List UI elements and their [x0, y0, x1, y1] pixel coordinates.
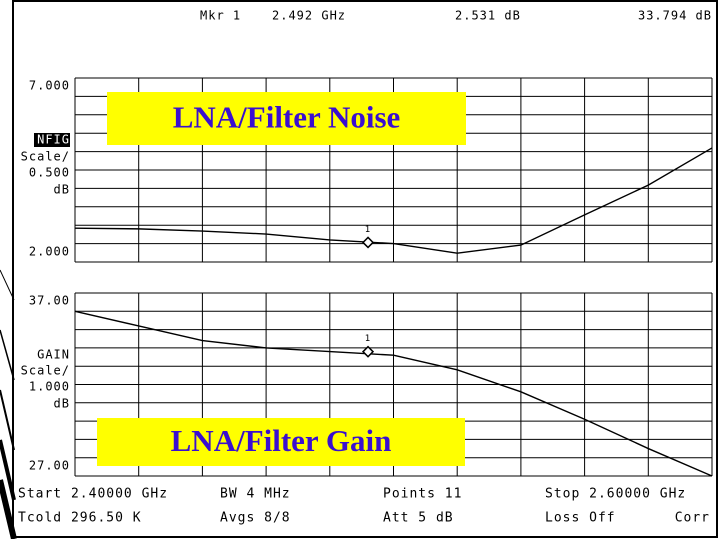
chart-title: LNA/Filter Noise: [173, 100, 401, 135]
status-text: Att 5 dB: [383, 511, 454, 526]
status-text: BW 4 MHz: [220, 487, 291, 502]
marker-number: 1: [365, 225, 371, 235]
y-label: dB: [54, 397, 70, 411]
decoration: [0, 269, 17, 539]
trace: [74, 310, 713, 477]
label-highlight: [34, 133, 70, 147]
status-text: Points 11: [383, 487, 462, 502]
y-tick-label: 27.00: [29, 459, 70, 473]
marker-label: Mkr 1: [200, 9, 241, 23]
y-label: dB: [54, 183, 70, 197]
title-box: [107, 92, 466, 145]
trace: [74, 147, 713, 254]
status-text: Stop 2.60000 GHz: [545, 487, 686, 502]
y-tick-label: 37.00: [29, 294, 70, 308]
y-label: 1.000: [29, 380, 70, 394]
y-label: NFIG: [37, 133, 70, 147]
status-text: Start 2.40000 GHz: [18, 487, 168, 502]
marker: [361, 236, 375, 249]
y-label: GAIN: [37, 348, 70, 362]
marker-gain: 33.794 dB: [638, 9, 712, 23]
y-tick-label: 2.000: [29, 245, 70, 259]
y-tick-label: 7.000: [29, 79, 70, 93]
marker-noise: 2.531 dB: [455, 9, 521, 23]
status-text: Tcold 296.50 K: [18, 511, 142, 526]
y-label: Scale/: [21, 364, 70, 378]
marker-number: 1: [365, 334, 371, 344]
y-label: 0.500: [29, 166, 70, 180]
status-text: Corr: [675, 511, 710, 526]
frame: [12, 0, 718, 538]
chart-title: LNA/Filter Gain: [171, 423, 392, 458]
status-text: Avgs 8/8: [220, 511, 291, 526]
y-label: Scale/: [21, 150, 70, 164]
marker-frequency: 2.492 GHz: [272, 9, 346, 23]
marker: [361, 345, 375, 358]
status-text: Loss Off: [545, 511, 616, 526]
title-box: [97, 418, 465, 466]
